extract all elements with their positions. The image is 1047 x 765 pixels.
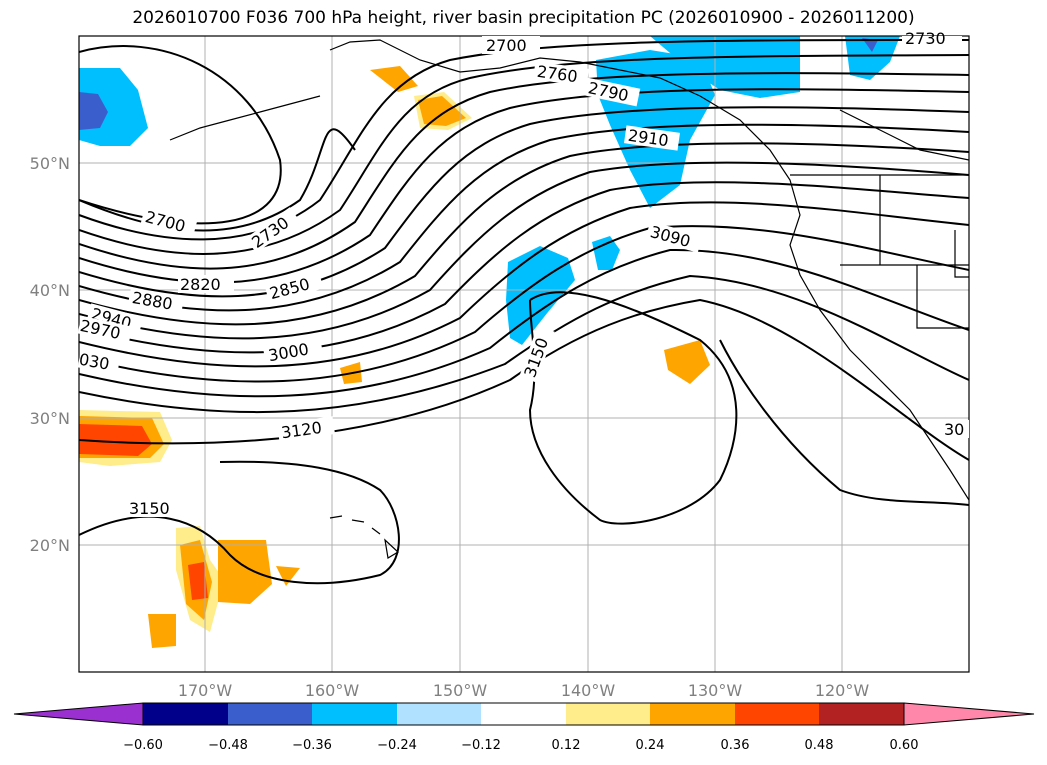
colorbar-segment — [228, 703, 312, 725]
neg-area-mid2 — [592, 236, 620, 270]
colorbar-segment — [650, 703, 735, 725]
lon-label: 170°W — [178, 681, 233, 700]
pos-area-gulf2-core — [418, 96, 466, 126]
colorbar-segment — [819, 703, 904, 725]
colorbar: −0.60 −0.48 −0.36 −0.24 −0.12 0.12 0.24 … — [13, 702, 1035, 753]
lon-label: 160°W — [305, 681, 360, 700]
colorbar-segment — [397, 703, 481, 725]
neg-area-ne — [845, 36, 900, 80]
longitude-labels: 170°W 160°W 150°W 140°W 130°W 120°W — [178, 681, 870, 700]
contour-label: 2700 — [486, 36, 527, 55]
contour-label: 30 — [944, 420, 964, 439]
lon-label: 130°W — [688, 681, 743, 700]
colorbar-tick: −0.60 — [123, 738, 163, 753]
pos-area-south1-core — [188, 562, 208, 600]
colorbar-segment — [481, 703, 566, 725]
neg-core-ne — [862, 38, 878, 52]
coastlines — [169, 39, 969, 559]
lon-label: 120°W — [815, 681, 870, 700]
neg-area-north — [650, 36, 800, 98]
pos-area-south4 — [148, 614, 176, 648]
pos-area-east — [664, 340, 710, 384]
map-title: 2026010700 F036 700 hPa height, river ba… — [132, 8, 915, 28]
lat-label: 20°N — [30, 536, 70, 555]
colorbar-extend-max — [903, 702, 1035, 726]
colorbar-tick: −0.24 — [377, 738, 417, 753]
contour-label: 2820 — [180, 275, 221, 294]
pos-area-gulf1 — [370, 66, 418, 92]
colorbar-tick: 0.12 — [552, 738, 581, 753]
colorbar-tick: −0.48 — [208, 738, 248, 753]
colorbar-tick: 0.48 — [805, 738, 834, 753]
neg-core-west — [79, 92, 108, 130]
colorbar-tick: 0.60 — [890, 738, 919, 753]
contour-labels: 2700 2760 2790 2730 2910 2700 2730 3090 … — [78, 29, 969, 518]
pos-area-south3 — [276, 566, 300, 586]
lat-label: 40°N — [30, 281, 70, 300]
colorbar-segment — [312, 703, 397, 725]
lat-label: 50°N — [30, 154, 70, 173]
lon-label: 140°W — [561, 681, 616, 700]
lon-label: 150°W — [433, 681, 488, 700]
colorbar-segment — [735, 703, 819, 725]
contour-label: 2730 — [905, 29, 946, 48]
latitude-labels: 50°N 40°N 30°N 20°N — [30, 154, 70, 555]
colorbar-extend-min — [13, 702, 144, 726]
colorbar-tick: 0.24 — [636, 738, 665, 753]
lat-label: 30°N — [30, 409, 70, 428]
colorbar-outline — [142, 702, 905, 726]
contour-label: 3150 — [129, 499, 170, 518]
pos-area-sw-core — [79, 424, 152, 456]
colorbar-segment — [566, 703, 650, 725]
colorbar-tick: −0.12 — [461, 738, 501, 753]
height-contours — [79, 39, 969, 585]
colorbar-segment — [143, 703, 228, 725]
colorbar-tick: −0.36 — [292, 738, 332, 753]
colorbar-tick: 0.36 — [721, 738, 750, 753]
